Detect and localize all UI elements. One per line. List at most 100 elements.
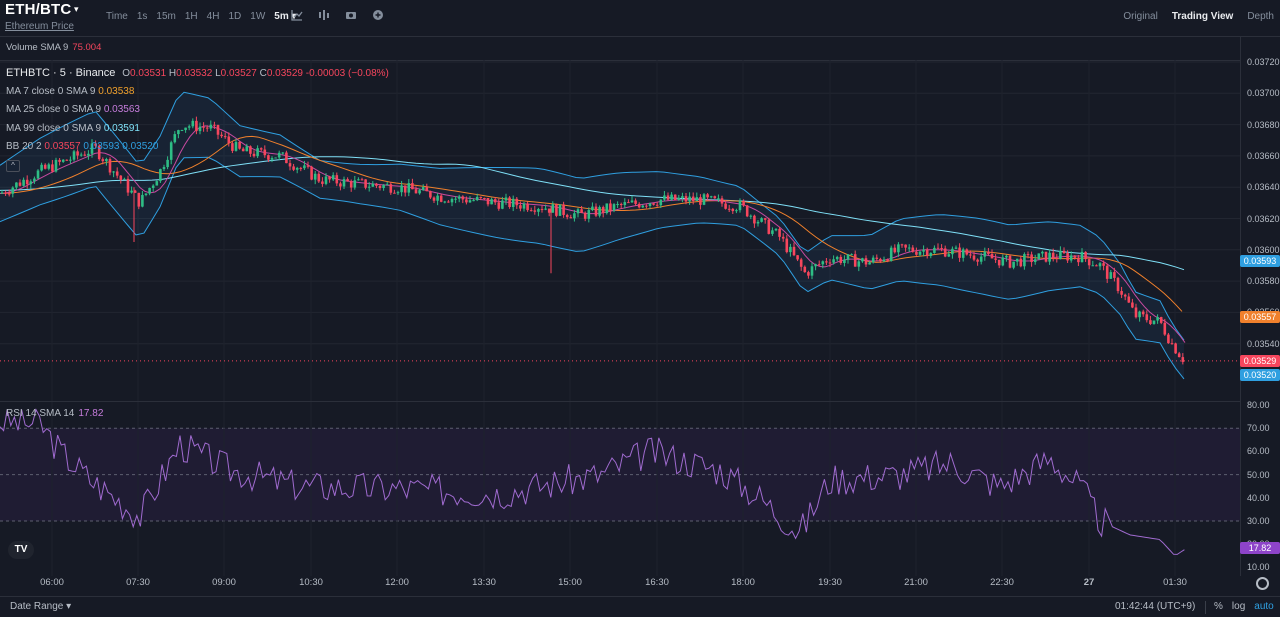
candle-down bbox=[25, 179, 29, 185]
plus-circle-icon[interactable] bbox=[371, 9, 385, 23]
candle-down bbox=[403, 185, 407, 193]
pair-title[interactable]: ETH/BTC bbox=[5, 1, 72, 18]
interval-1s[interactable]: 1s bbox=[136, 11, 148, 22]
candle-down bbox=[1167, 334, 1170, 344]
candle-up bbox=[846, 254, 850, 260]
candle-up bbox=[382, 185, 385, 189]
candle-up bbox=[1080, 251, 1084, 263]
candle-down bbox=[1116, 277, 1120, 292]
chart-style-icon[interactable] bbox=[290, 9, 304, 23]
date-range-button[interactable]: Date Range ▾ bbox=[10, 601, 71, 612]
candle-up bbox=[475, 196, 479, 201]
candle-down bbox=[1134, 307, 1138, 318]
candle-down bbox=[900, 244, 904, 246]
candle-up bbox=[1041, 251, 1044, 254]
open-value: 0.03531 bbox=[129, 68, 167, 79]
interval-1w[interactable]: 1W bbox=[250, 11, 266, 22]
candle-down bbox=[1102, 263, 1105, 266]
candlestick-chart[interactable] bbox=[0, 36, 1240, 576]
candle-down bbox=[479, 196, 483, 198]
bb-legend[interactable]: BB 20 2 0.03557 0.03593 0.03520 bbox=[6, 141, 389, 160]
bollinger-upper-line bbox=[0, 91, 1185, 341]
camera-icon[interactable] bbox=[344, 9, 358, 23]
rsi-label: RSI 14 SMA 14 bbox=[6, 408, 75, 419]
settings-gear-icon[interactable] bbox=[1256, 577, 1269, 590]
candle-up bbox=[641, 205, 645, 208]
bb-mid-value: 0.03593 bbox=[83, 141, 120, 152]
time-axis-label: 27 bbox=[1083, 577, 1095, 588]
candle-up bbox=[1005, 255, 1008, 258]
candle-down bbox=[349, 181, 353, 188]
interval-4h[interactable]: 4H bbox=[206, 11, 220, 22]
candle-up bbox=[22, 179, 25, 186]
candle-up bbox=[396, 192, 400, 194]
candle-up bbox=[954, 247, 958, 249]
interval-5m-dropdown[interactable]: 5m ▾ bbox=[274, 11, 297, 22]
legend-collapse-button[interactable]: ^ bbox=[6, 159, 20, 172]
candle-down bbox=[976, 259, 979, 262]
candle-up bbox=[450, 198, 454, 203]
bb-lower-price-tag: 0.03520 bbox=[1240, 369, 1280, 381]
interval-15m[interactable]: 15m bbox=[156, 11, 176, 22]
ma99-legend[interactable]: MA 99 close 0 SMA 9 0.03591 bbox=[6, 123, 389, 142]
interval-1h[interactable]: 1H bbox=[184, 11, 198, 22]
price-axis-label: 0.03700 bbox=[1247, 88, 1280, 99]
candle-up bbox=[576, 209, 580, 214]
tradingview-logo[interactable]: TV bbox=[8, 541, 34, 559]
candle-up bbox=[648, 203, 652, 207]
candle-up bbox=[313, 173, 317, 180]
view-trading-view[interactable]: Trading View bbox=[1171, 11, 1234, 22]
candle-up bbox=[1033, 259, 1037, 263]
pair-dropdown-icon[interactable]: ▾ bbox=[74, 4, 79, 14]
candle-down bbox=[1030, 254, 1033, 263]
candle-down bbox=[339, 183, 342, 187]
ma99-value: 0.03591 bbox=[103, 122, 140, 134]
candle-down bbox=[346, 179, 349, 182]
candle-up bbox=[400, 185, 403, 193]
bb-label: BB 20 2 bbox=[6, 141, 42, 152]
candle-up bbox=[490, 199, 493, 205]
bollinger-lower-line bbox=[0, 156, 1185, 380]
candle-up bbox=[501, 200, 504, 209]
candle-up bbox=[1015, 258, 1019, 262]
price-axis[interactable]: 0.03720 0.03700 0.03680 0.03660 0.03640 0.036… bbox=[1240, 36, 1280, 576]
candle-up bbox=[738, 200, 742, 211]
last-price-tag: 0.03529 bbox=[1240, 354, 1280, 367]
candle-up bbox=[504, 197, 508, 201]
auto-toggle[interactable]: auto bbox=[1254, 601, 1274, 612]
pane-divider[interactable] bbox=[0, 401, 1240, 402]
view-original[interactable]: Original bbox=[1123, 11, 1158, 22]
legend-collapse-row: ^ bbox=[6, 159, 389, 179]
candle-down bbox=[493, 199, 497, 203]
ma7-legend[interactable]: MA 7 close 0 SMA 9 0.03538 bbox=[6, 86, 389, 105]
rsi-axis-label: 10.00 bbox=[1247, 562, 1270, 573]
candle-down bbox=[267, 155, 270, 160]
log-toggle[interactable]: log bbox=[1231, 601, 1246, 612]
time-axis-label: 18:00 bbox=[731, 577, 755, 588]
interval-1d[interactable]: 1D bbox=[228, 11, 242, 22]
candle-up bbox=[1059, 250, 1062, 260]
candle-up bbox=[36, 170, 40, 179]
candle-down bbox=[241, 148, 245, 152]
candle-down bbox=[875, 257, 879, 259]
candle-up bbox=[591, 206, 594, 211]
candle-down bbox=[97, 145, 101, 160]
candle-down bbox=[990, 253, 994, 259]
candle-down bbox=[216, 125, 220, 135]
pair-subtitle-link[interactable]: Ethereum Price bbox=[5, 21, 74, 32]
clock: 01:42:44 (UTC+9) bbox=[1115, 601, 1196, 612]
candle-down bbox=[133, 190, 137, 193]
divider bbox=[1205, 601, 1206, 614]
percent-toggle[interactable]: % bbox=[1214, 601, 1223, 612]
candle-down bbox=[904, 244, 907, 248]
interval-time[interactable]: Time bbox=[106, 11, 128, 22]
rsi-axis-label: 50.00 bbox=[1247, 469, 1270, 480]
time-axis[interactable]: 06:00 07:30 09:00 10:30 12:00 13:30 15:00 16:30… bbox=[0, 576, 1240, 590]
candle-down bbox=[1149, 320, 1152, 324]
candle-up bbox=[209, 124, 213, 129]
candle-down bbox=[745, 205, 749, 217]
ma25-legend[interactable]: MA 25 close 0 SMA 9 0.03563 bbox=[6, 104, 389, 123]
view-depth[interactable]: Depth bbox=[1247, 11, 1274, 22]
indicators-icon[interactable] bbox=[317, 9, 331, 23]
candle-down bbox=[958, 247, 961, 258]
